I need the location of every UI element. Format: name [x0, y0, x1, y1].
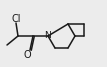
Text: Cl: Cl	[11, 14, 21, 24]
Text: O: O	[23, 50, 31, 60]
Text: N: N	[45, 31, 51, 40]
